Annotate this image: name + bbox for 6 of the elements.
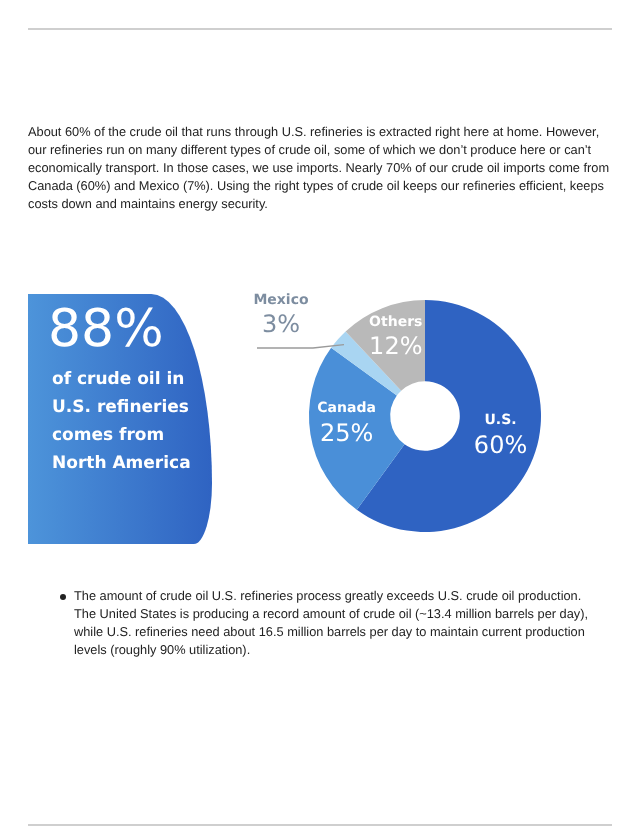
data-label: 60%: [473, 430, 528, 459]
data-label: 12%: [369, 332, 423, 361]
data-label: 3%: [261, 310, 301, 339]
text: 88%: [48, 300, 164, 360]
data-label: 25%: [319, 418, 374, 447]
text: of crude oil in U.S. refineries comes from North America: [52, 368, 193, 478]
